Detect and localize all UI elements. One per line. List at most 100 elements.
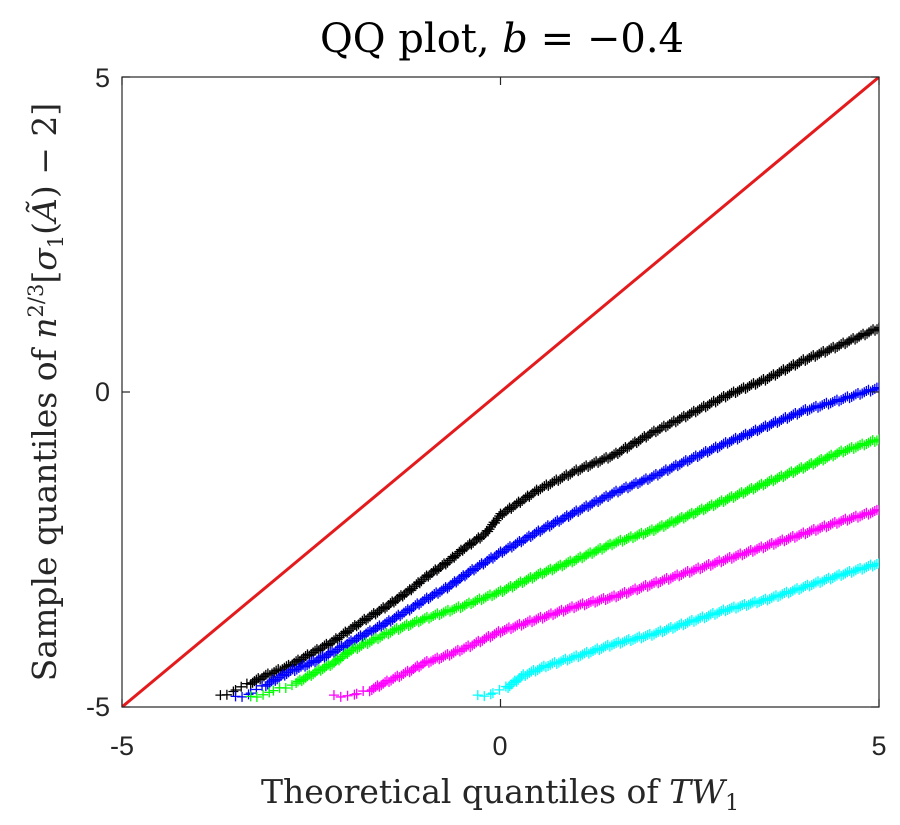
x-axis-label-var: TW <box>669 772 728 811</box>
series-green-point <box>632 530 643 541</box>
series-cyan-point <box>874 558 879 569</box>
series-cyan-point <box>540 662 551 673</box>
series-magenta-point <box>434 654 445 665</box>
series-magenta-point <box>506 624 517 635</box>
series-green-point <box>838 447 849 458</box>
series-magenta-point <box>328 690 339 701</box>
series-magenta-point <box>825 519 836 530</box>
y-axis-label-prefix: Sample quantiles of <box>25 339 64 681</box>
series-magenta-point <box>697 562 708 573</box>
series-cyan-point <box>566 652 577 663</box>
series-magenta-point <box>508 622 519 633</box>
series-magenta-point <box>804 526 815 537</box>
series-cyan-point <box>487 688 498 699</box>
series-magenta-point <box>720 554 731 565</box>
series-magenta-point <box>520 618 531 628</box>
series-cyan-point <box>796 583 807 594</box>
series-green-point <box>258 689 269 700</box>
series-magenta-point <box>657 575 668 586</box>
series-cyan-point <box>573 652 584 663</box>
series-magenta-point <box>695 564 706 575</box>
series-cyan-point <box>494 684 505 695</box>
series-cyan-point <box>472 690 483 701</box>
series-magenta-point <box>342 690 353 701</box>
series-magenta-point <box>642 581 653 592</box>
series-green-point <box>619 535 630 546</box>
series-cyan-point <box>804 581 815 592</box>
reference-line <box>122 77 879 707</box>
series-cyan-point <box>806 580 817 591</box>
x-axis-label-sub: 1 <box>725 791 739 816</box>
series-green-point <box>874 434 879 445</box>
series-magenta-point <box>789 532 800 543</box>
series-green-point <box>638 529 649 540</box>
series-blue-point <box>823 399 834 410</box>
series-magenta-point <box>800 529 811 540</box>
series-cyan-point <box>699 613 710 624</box>
series-blue-point <box>815 401 826 412</box>
series-blue-point <box>867 385 878 396</box>
series-green-point <box>428 611 439 621</box>
series-magenta-point <box>810 525 821 536</box>
series-cyan-point <box>848 566 859 577</box>
series-blue-point <box>834 396 845 407</box>
series-green-point <box>436 608 447 619</box>
series-green-point <box>627 533 638 544</box>
series-cyan-point <box>667 623 678 634</box>
series-blue-point <box>817 400 828 411</box>
series-cyan-point <box>827 573 838 584</box>
series-magenta-point <box>562 604 573 614</box>
series-cyan-point <box>773 591 784 602</box>
series-cyan-point <box>840 568 851 579</box>
series-magenta-point <box>529 615 540 626</box>
series-magenta-point <box>495 627 506 638</box>
series-black-point <box>236 681 247 692</box>
series-cyan-point <box>808 578 819 589</box>
series-green-point <box>438 607 449 618</box>
series-magenta-point <box>834 517 845 528</box>
series-magenta-point <box>621 588 632 599</box>
series-blue-point <box>855 389 866 400</box>
series-cyan-point <box>583 648 594 659</box>
series-green-point <box>840 446 851 457</box>
series-magenta-point <box>684 567 695 578</box>
series-magenta-point <box>590 597 601 608</box>
series-magenta-point <box>550 608 561 619</box>
series-magenta-point <box>802 527 813 538</box>
series-cyan-point <box>714 607 725 618</box>
series-magenta-point <box>516 620 527 631</box>
series-cyan-point <box>859 563 870 574</box>
series-cyan-point <box>604 641 615 652</box>
y-tick-label-max: 5 <box>95 63 110 93</box>
series-magenta-point <box>552 607 563 618</box>
series-magenta-point <box>499 625 510 635</box>
series-cyan-point <box>680 618 691 629</box>
series-cyan-point <box>617 637 628 648</box>
series-magenta-point <box>716 557 727 568</box>
series-cyan-point <box>627 634 638 645</box>
series-magenta-point <box>779 536 790 547</box>
x-tick-label-min: -5 <box>110 731 134 761</box>
series-magenta-point <box>718 555 729 566</box>
y-axis-label-sigma: σ <box>25 247 64 271</box>
series-magenta-point <box>655 576 666 587</box>
series-magenta-point <box>428 655 439 666</box>
series-magenta-point <box>758 543 769 554</box>
series-green-point <box>859 440 870 451</box>
series-cyan-point <box>829 571 840 582</box>
series-magenta-point <box>665 573 676 584</box>
series-magenta-point <box>867 507 878 518</box>
series-blue-point <box>848 390 859 401</box>
series-magenta-point <box>653 578 664 589</box>
series-cyan-point <box>625 636 636 646</box>
series-cyan-point <box>712 608 723 619</box>
series-cyan-point <box>636 633 647 644</box>
series-magenta-point <box>863 509 874 520</box>
series-black <box>215 322 879 701</box>
series-magenta-point <box>632 585 643 596</box>
series-cyan-point <box>741 600 752 611</box>
series-cyan-point <box>819 575 830 586</box>
series-magenta-point <box>613 590 624 601</box>
series-magenta-point <box>865 508 876 519</box>
series-cyan-point <box>783 588 794 599</box>
